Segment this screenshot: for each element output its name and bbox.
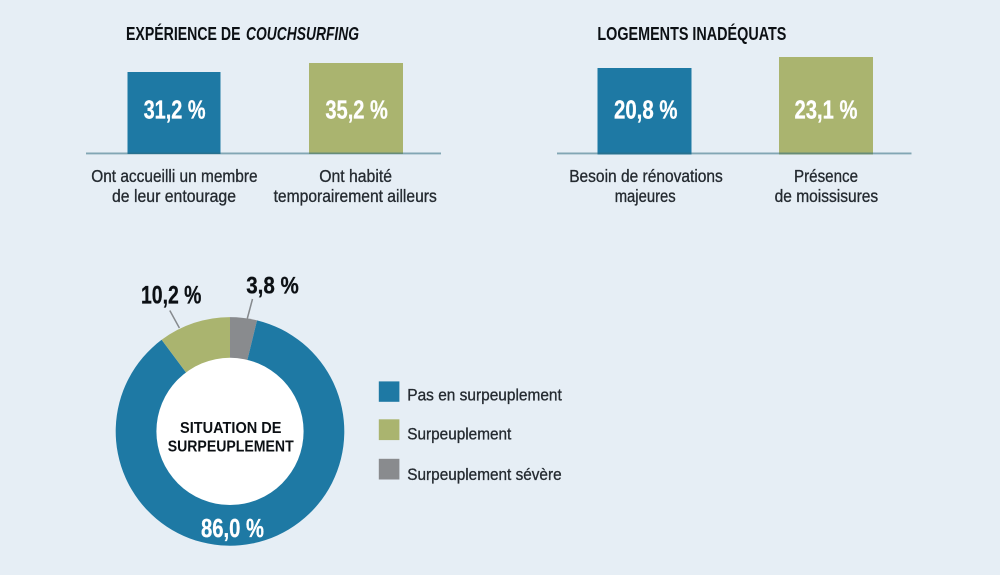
svg-text:LOGEMENTS INADÉQUATS: LOGEMENTS INADÉQUATS (597, 23, 786, 44)
svg-text:COUCHSURFING: COUCHSURFING (246, 23, 359, 44)
svg-text:35,2 %: 35,2 % (325, 97, 388, 125)
svg-text:3,8 %: 3,8 % (246, 273, 299, 300)
svg-text:86,0 %: 86,0 % (201, 515, 264, 543)
svg-text:31,2 %: 31,2 % (144, 97, 206, 125)
svg-text:20,8 %: 20,8 % (614, 97, 678, 125)
svg-text:EXPÉRIENCE DE: EXPÉRIENCE DE (126, 23, 241, 44)
svg-text:SITUATION DE: SITUATION DE (180, 420, 282, 437)
svg-text:10,2 %: 10,2 % (141, 281, 201, 309)
svg-text:majeures: majeures (615, 186, 676, 206)
svg-text:Besoin de rénovations: Besoin de rénovations (569, 166, 723, 186)
svg-text:Ont habité: Ont habité (319, 166, 392, 186)
svg-text:Présence: Présence (794, 166, 858, 186)
svg-text:de leur entourage: de leur entourage (112, 186, 236, 206)
svg-text:Pas en surpeuplement: Pas en surpeuplement (407, 386, 562, 405)
svg-text:Ont accueilli un membre: Ont accueilli un membre (91, 166, 257, 186)
svg-text:Surpeuplement: Surpeuplement (407, 425, 511, 444)
svg-text:Surpeuplement sévère: Surpeuplement sévère (407, 465, 561, 484)
svg-text:SURPEUPLEMENT: SURPEUPLEMENT (168, 438, 294, 455)
svg-text:23,1 %: 23,1 % (795, 97, 858, 125)
svg-text:temporairement ailleurs: temporairement ailleurs (274, 186, 437, 206)
svg-text:de moissisures: de moissisures (775, 186, 879, 206)
